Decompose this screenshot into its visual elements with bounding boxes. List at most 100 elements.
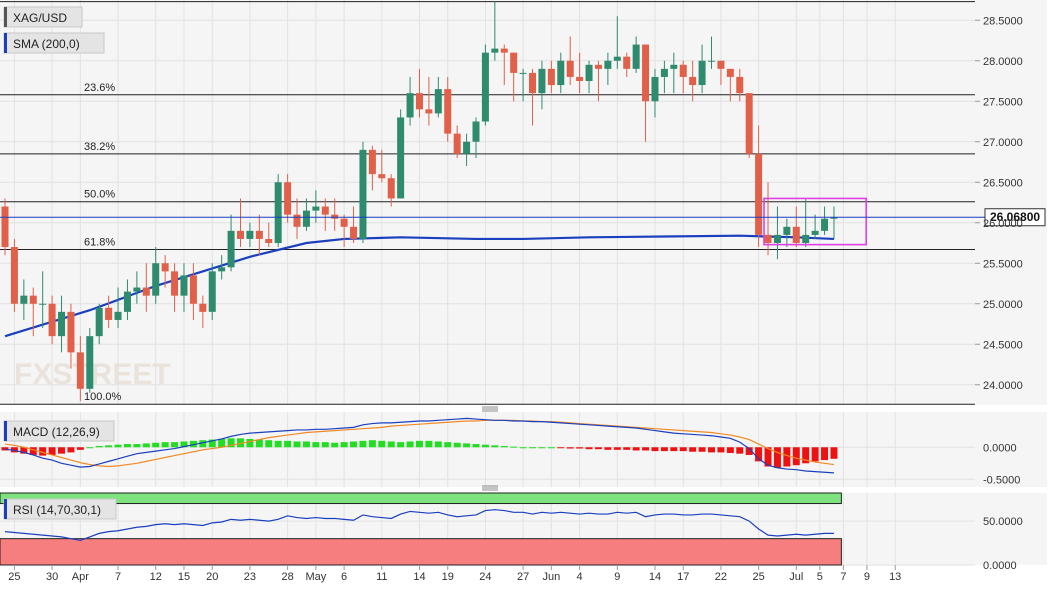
legend-sma-swatch [4, 33, 7, 53]
x-tick-label: 17 [677, 571, 689, 583]
candle-bullish [20, 295, 28, 304]
candle-bearish [736, 76, 744, 94]
macd-bar-positive [142, 443, 150, 448]
macd-bar-negative [783, 447, 791, 467]
rsi-oversold-band [0, 538, 842, 566]
x-tick-label: 20 [206, 571, 218, 583]
fib-label: 38.2% [84, 141, 115, 153]
candle-bullish [670, 64, 678, 69]
macd-bar-negative [811, 447, 819, 462]
macd-bar-negative [10, 447, 18, 453]
candle-bullish [359, 149, 367, 239]
y-tick-label: 25.0000 [983, 299, 1023, 311]
macd-bar-positive [227, 438, 235, 448]
candle-bearish [265, 238, 273, 243]
macd-bar-positive [105, 445, 113, 448]
candle-bullish [660, 68, 668, 77]
candle-bearish [10, 247, 18, 304]
macd-bar-positive [331, 442, 339, 448]
candle-bullish [95, 307, 103, 337]
candle-bearish [142, 287, 150, 296]
candle-bearish [284, 182, 292, 215]
x-tick-label: 14 [413, 571, 425, 583]
macd-bar-negative [623, 447, 631, 450]
candle-bullish [152, 263, 160, 296]
candle-bullish [821, 218, 829, 231]
current-price-tag: 26.06800 [0, 208, 1046, 227]
candle-bearish [161, 263, 169, 272]
candle-bearish [726, 68, 734, 77]
candle-bearish [255, 230, 263, 239]
macd-bar-negative [717, 447, 725, 453]
legend-rsi[interactable]: RSI (14,70,30,1) [3, 498, 117, 520]
macd-bar-negative [726, 447, 734, 454]
macd-bar-positive [95, 445, 103, 448]
x-tick-label: 25 [752, 571, 764, 583]
candle-bullish [312, 206, 320, 211]
candle-bearish [529, 72, 537, 94]
macd-bar-positive [519, 447, 527, 449]
macd-bar-positive [199, 440, 207, 448]
candlesticks [1, 1, 838, 401]
macd-bar-positive [255, 439, 263, 448]
x-tick-label: 23 [244, 571, 256, 583]
macd-bar-negative [698, 447, 706, 452]
macd-bar-positive [208, 439, 216, 448]
x-tick-label: 19 [442, 571, 454, 583]
rsi-line [4, 509, 834, 542]
legend-macd[interactable]: MACD (12,26,9) [3, 420, 115, 442]
candle-bullish [783, 226, 791, 235]
rsi-resize-handle[interactable] [482, 485, 498, 491]
macd-bar-positive [284, 440, 292, 448]
legend-symbol-label: XAG/USD [13, 11, 67, 25]
y-tick-label: 27.5000 [983, 96, 1023, 108]
candle-bullish [133, 287, 141, 292]
macd-bar-negative [642, 447, 650, 451]
macd-bar-negative [830, 447, 838, 459]
y-tick-label: 26.0000 [983, 218, 1023, 230]
legend-sma[interactable]: SMA (200,0) [3, 32, 105, 54]
x-tick-label: 15 [178, 571, 190, 583]
candle-bearish [189, 275, 197, 304]
macd-lines [4, 417, 835, 474]
legend-rsi-swatch [4, 499, 7, 519]
candle-bearish [368, 149, 376, 175]
macd-bar-negative [821, 447, 829, 461]
x-tick-label: Apr [72, 571, 89, 583]
candle-bearish [331, 214, 339, 219]
x-tick-label: Jun [542, 571, 560, 583]
legend-symbol[interactable]: XAG/USD [3, 6, 83, 28]
candle-bullish [481, 52, 489, 122]
candle-bearish [566, 60, 574, 77]
candle-bearish [67, 311, 75, 353]
candle-bullish [585, 64, 593, 81]
candle-bearish [453, 133, 461, 154]
candle-bearish [689, 76, 697, 86]
x-tick-label: Jul [789, 571, 803, 583]
macd-main-line [4, 417, 835, 474]
macd-resize-handle[interactable] [482, 406, 498, 412]
x-tick-label: 7 [115, 571, 121, 583]
macd-bar-positive [86, 447, 94, 449]
candle-bearish [105, 307, 113, 320]
legend-sma-label: SMA (200,0) [13, 37, 80, 51]
x-tick-label: 11 [376, 571, 387, 583]
y-tick-label: 24.5000 [983, 339, 1023, 351]
fibonacci-levels: 23.6% 38.2% 50.0% 61.8% 100.0% [0, 1, 975, 405]
candle-bearish [745, 93, 753, 154]
macd-bar-negative [689, 447, 697, 452]
x-axis-ticks: 25 30 Apr 7 12 15 20 23 28 May 6 11 14 19 24 27 Jun 4 9 14 1… [8, 565, 901, 583]
candle-bullish [123, 291, 131, 312]
x-tick-label: May [305, 571, 326, 583]
macd-bar-positive [161, 442, 169, 448]
candle-bearish [425, 109, 433, 114]
candle-bullish [698, 60, 706, 86]
candle-bearish [792, 226, 800, 243]
candle-bearish [199, 303, 207, 312]
macd-bar-positive [444, 442, 452, 448]
macd-bar-negative [76, 447, 84, 450]
candle-bearish [293, 214, 301, 227]
candle-bullish [802, 234, 810, 243]
x-tick-label: 28 [281, 571, 293, 583]
macd-bar-positive [189, 440, 197, 448]
